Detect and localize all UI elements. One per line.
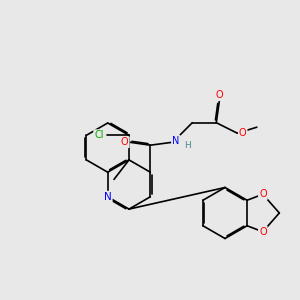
Text: O: O: [121, 137, 129, 147]
Text: Cl: Cl: [94, 130, 104, 140]
Text: O: O: [239, 128, 247, 138]
Text: O: O: [215, 90, 223, 100]
Text: O: O: [259, 189, 267, 199]
Text: H: H: [184, 141, 191, 150]
Text: N: N: [172, 136, 179, 146]
Text: N: N: [104, 192, 112, 202]
Text: O: O: [259, 227, 267, 237]
